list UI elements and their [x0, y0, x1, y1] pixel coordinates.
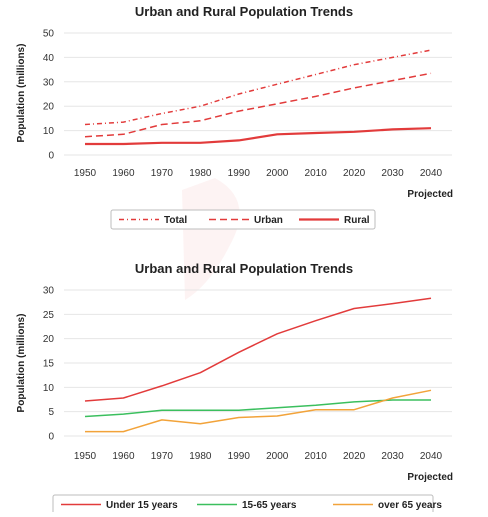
- grid-lines: [64, 289, 452, 437]
- series-line-2: [84, 399, 431, 418]
- chart-title: Urban and Rural Population Trends: [135, 261, 353, 276]
- x-tick-label: 2000: [266, 451, 289, 462]
- x-tick-label: 2020: [343, 451, 366, 462]
- y-tick-label: 15: [43, 359, 55, 370]
- chart-age-groups: Urban and Rural Population Trends Popula…: [16, 261, 453, 515]
- x-tick-label: 2010: [305, 451, 328, 462]
- x-axis-note: Projected: [407, 472, 453, 483]
- legend: Total Urban Rural: [110, 209, 376, 230]
- x-axis: 1950 1960 1970 1980 1990 2000 2010 2020 2030 2040: [74, 168, 443, 179]
- y-axis-label: Population (millions): [16, 44, 27, 143]
- chart-total-urban-rural: Urban and Rural Population Trends Popula…: [16, 4, 453, 230]
- x-tick-label: 2000: [266, 168, 289, 179]
- x-axis-note: Projected: [407, 189, 453, 200]
- y-axis: 0 5 10 15 20 25 30: [43, 286, 55, 443]
- x-tick-label: 1980: [189, 168, 212, 179]
- series-line-3: [85, 389, 432, 433]
- y-tick-label: 50: [43, 29, 55, 40]
- watermark-logo: [182, 178, 240, 300]
- y-tick-label: 10: [43, 383, 55, 394]
- y-tick-label: 10: [43, 126, 55, 137]
- x-tick-label: 1990: [228, 168, 251, 179]
- x-tick-label: 1950: [74, 451, 97, 462]
- legend-label: over 65 years: [378, 500, 442, 511]
- legend-label: 15-65 years: [242, 500, 297, 511]
- series-line-1: [84, 49, 432, 126]
- y-tick-label: 5: [48, 407, 54, 418]
- series-lines: [84, 49, 432, 146]
- x-tick-label: 2040: [420, 168, 443, 179]
- x-tick-label: 2020: [343, 168, 366, 179]
- y-tick-label: 20: [43, 102, 55, 113]
- legend-label: Urban: [254, 215, 283, 226]
- legend-label: Under 15 years: [106, 500, 178, 511]
- x-tick-label: 2040: [420, 451, 443, 462]
- y-tick-label: 0: [48, 151, 54, 162]
- y-tick-label: 20: [43, 334, 55, 345]
- legend-label: Rural: [344, 215, 370, 226]
- x-tick-label: 1960: [112, 168, 135, 179]
- series-line-3: [85, 127, 432, 146]
- x-tick-label: 2010: [305, 168, 328, 179]
- y-tick-label: 25: [43, 310, 55, 321]
- x-tick-label: 1950: [74, 168, 97, 179]
- grid-lines: [64, 32, 452, 156]
- x-tick-label: 2030: [381, 451, 404, 462]
- x-tick-label: 1960: [112, 451, 135, 462]
- legend: Under 15 years 15-65 years over 65 years: [52, 494, 442, 515]
- x-tick-label: 1970: [151, 451, 174, 462]
- x-tick-label: 1980: [189, 451, 212, 462]
- series-lines: [84, 297, 432, 433]
- series-line-2: [84, 72, 432, 138]
- y-tick-label: 30: [43, 286, 55, 297]
- y-tick-label: 40: [43, 53, 55, 64]
- x-tick-label: 2030: [381, 168, 404, 179]
- y-tick-label: 0: [48, 432, 54, 443]
- chart-title: Urban and Rural Population Trends: [135, 4, 353, 19]
- series-line-1: [84, 297, 432, 402]
- x-axis: 1950 1960 1970 1980 1990 2000 2010 2020 2030 2040: [74, 451, 443, 462]
- y-tick-label: 30: [43, 77, 55, 88]
- y-axis-label: Population (millions): [16, 314, 27, 413]
- x-tick-label: 1990: [228, 451, 251, 462]
- x-tick-label: 1970: [151, 168, 174, 179]
- y-axis: 0 10 20 30 40 50: [43, 29, 55, 162]
- legend-label: Total: [164, 215, 187, 226]
